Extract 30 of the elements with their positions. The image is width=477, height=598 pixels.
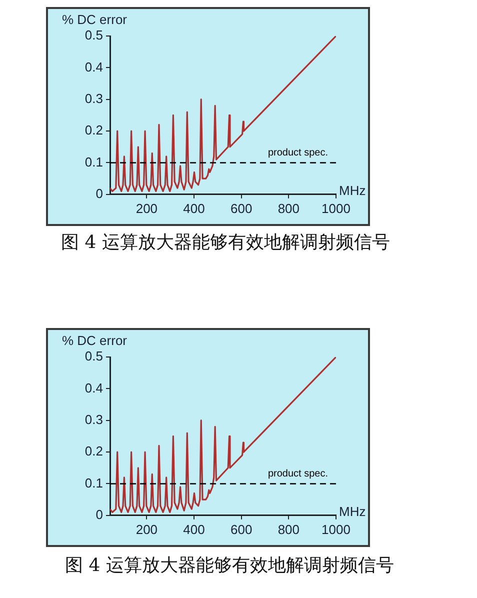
x-tick-label: 600 bbox=[230, 522, 252, 537]
y-tick-label: 0.3 bbox=[84, 412, 103, 427]
x-tick-label: 200 bbox=[136, 522, 158, 537]
ref-line-label: product spec. bbox=[268, 468, 328, 480]
y-tick-label: 0.5 bbox=[84, 28, 103, 43]
y-tick-label: 0.3 bbox=[84, 90, 103, 106]
x-tick-label: 200 bbox=[136, 200, 158, 216]
y-axis-title: % DC error bbox=[62, 12, 128, 28]
x-tick-label: 800 bbox=[278, 522, 300, 537]
y-tick-label: 0.1 bbox=[84, 475, 103, 490]
y-tick-label: 0 bbox=[96, 186, 103, 201]
y-tick-label: 0.4 bbox=[84, 380, 103, 396]
x-tick-label: 1000 bbox=[322, 200, 350, 216]
ref-line-label: product spec. bbox=[268, 147, 328, 158]
x-tick-label: 600 bbox=[230, 200, 252, 216]
x-axis-title: MHz bbox=[339, 182, 366, 198]
y-tick-label: 0 bbox=[96, 506, 103, 522]
x-tick-label: 400 bbox=[183, 522, 205, 537]
y-tick-label: 0.2 bbox=[84, 444, 103, 459]
text: 图 4 运算放大器能够有效地解调射频信号 bbox=[65, 554, 394, 577]
x-tick-label: 400 bbox=[183, 200, 205, 216]
y-tick-label: 0.2 bbox=[84, 122, 103, 138]
y-tick-label: 0.5 bbox=[84, 348, 103, 364]
text: 图 4 运算放大器能够有效地解调射频信号 bbox=[61, 231, 390, 254]
x-tick-label: 800 bbox=[278, 200, 300, 216]
y-axis-title: % DC error bbox=[62, 333, 128, 348]
x-axis-title: MHz bbox=[339, 504, 366, 519]
x-tick-label: 1000 bbox=[322, 522, 350, 537]
y-tick-label: 0.1 bbox=[84, 154, 103, 170]
y-tick-label: 0.4 bbox=[84, 59, 103, 74]
